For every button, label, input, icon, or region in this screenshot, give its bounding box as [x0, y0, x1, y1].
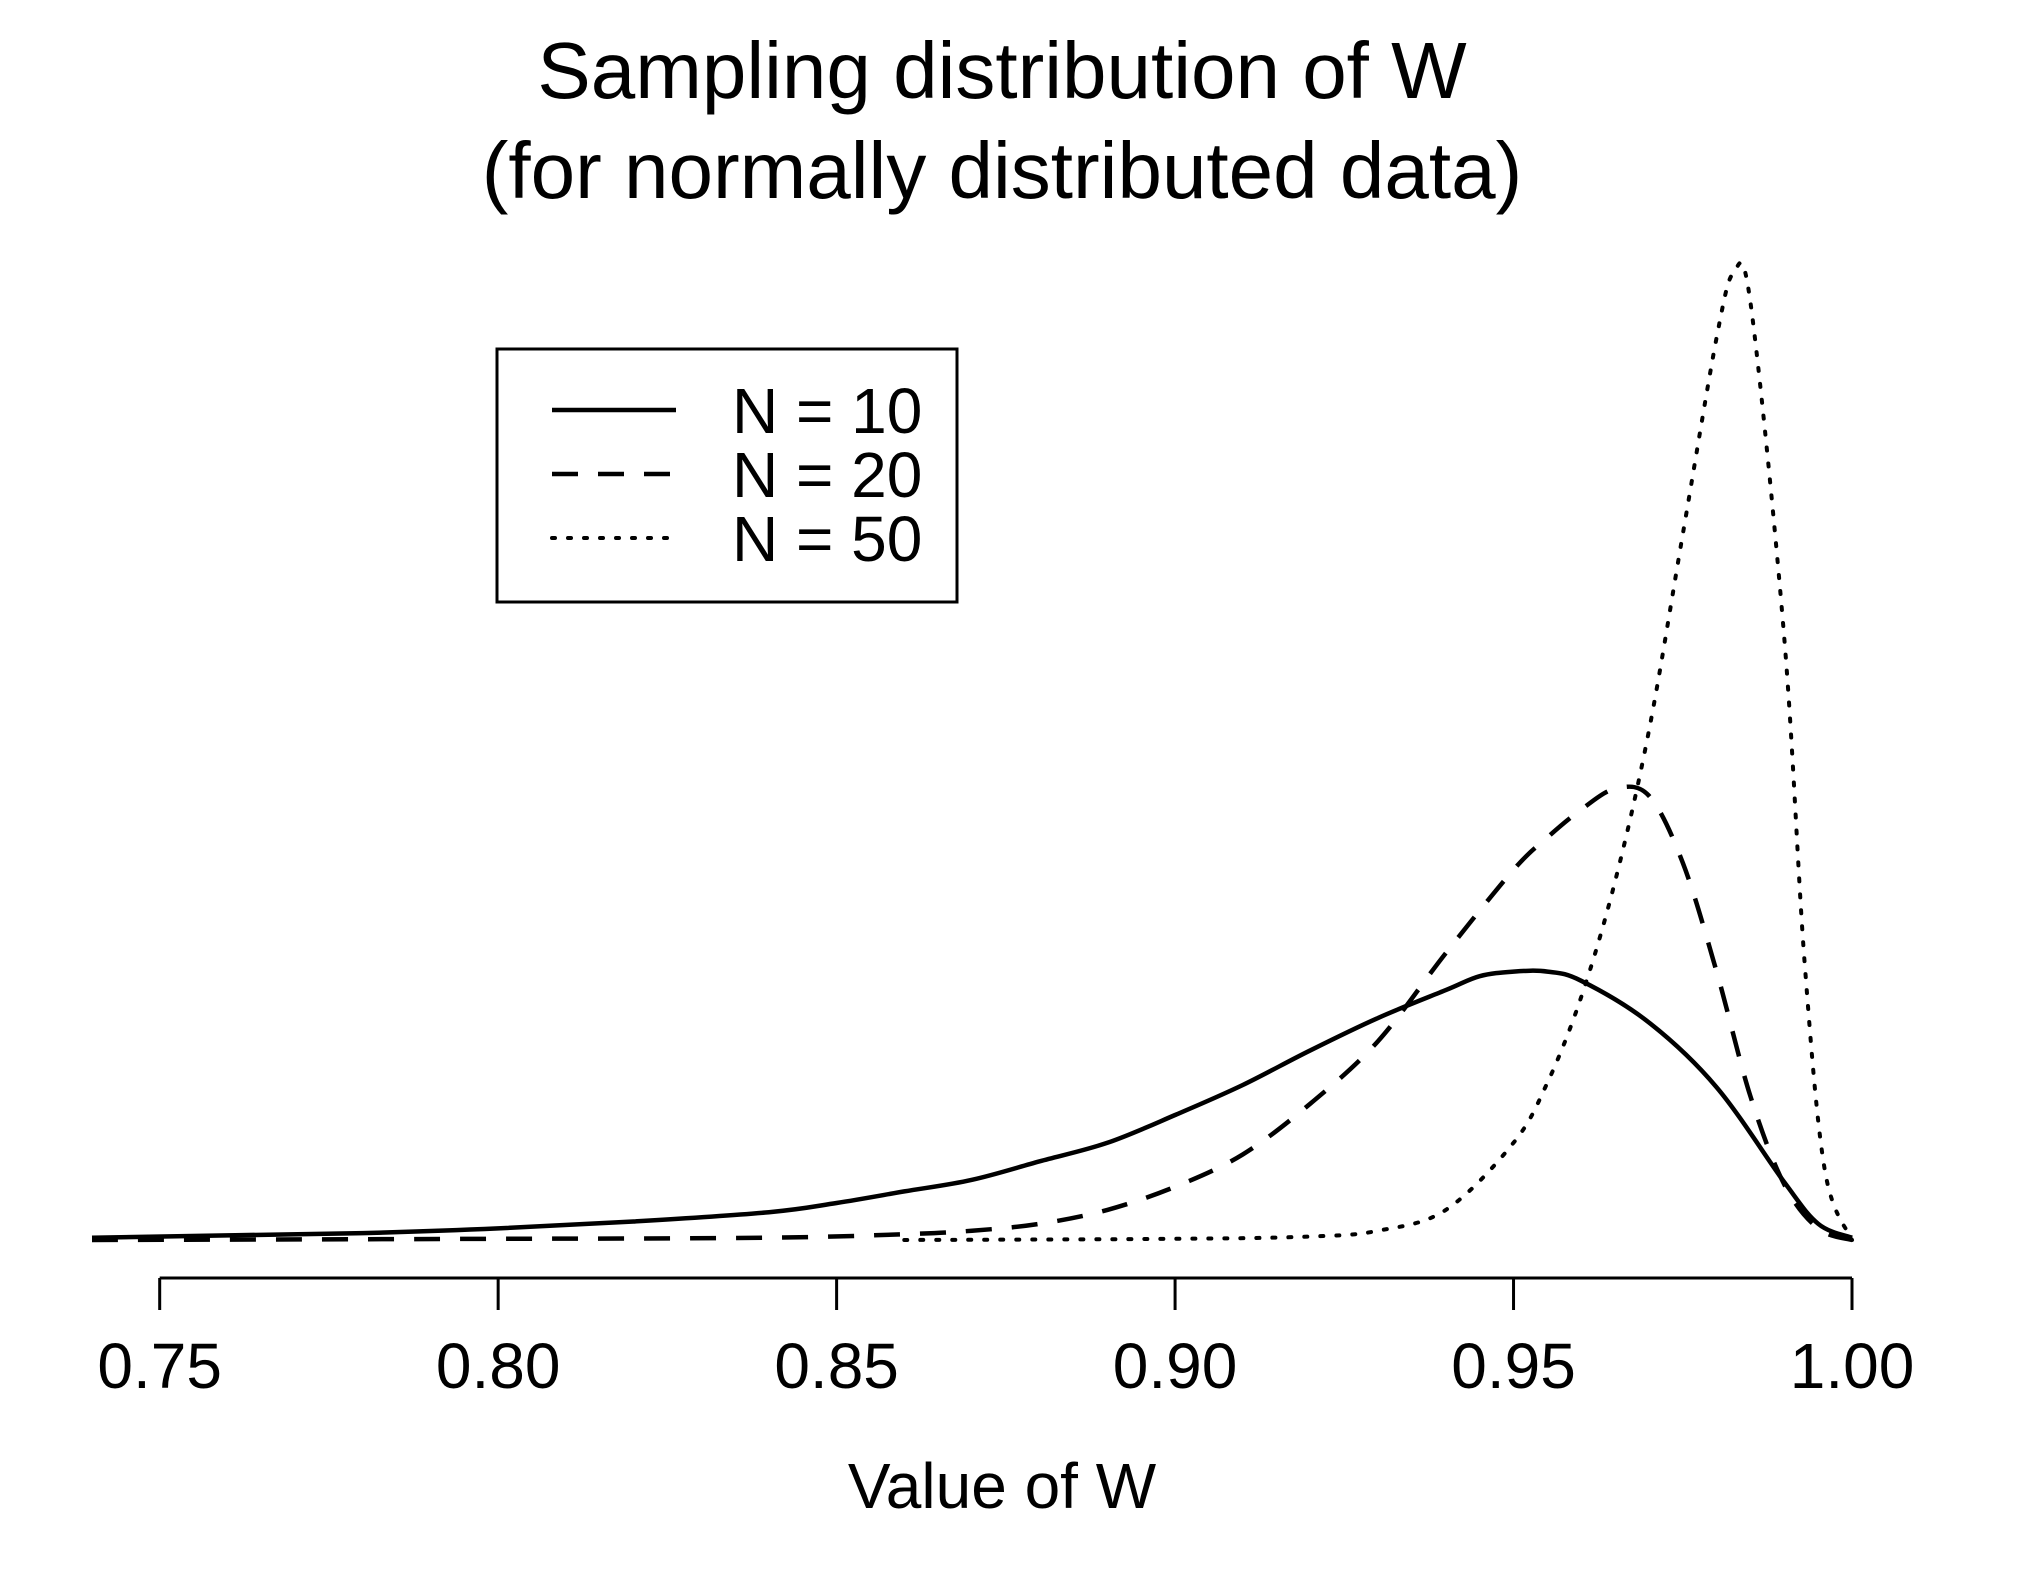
- legend-entries: N = 10N = 20N = 50: [550, 375, 922, 575]
- x-tick-label: 0.80: [436, 1330, 561, 1402]
- chart-title: Sampling distribution of W: [537, 26, 1467, 115]
- series-line-3: [902, 260, 1854, 1242]
- x-tick-label: 0.90: [1113, 1330, 1238, 1402]
- legend-box: [495, 347, 959, 604]
- series-line-1: [91, 968, 1853, 1240]
- x-axis-ticks: 0.75 0.80 0.85 0.90 0.95 1.00: [97, 1278, 1914, 1402]
- legend-label-3: N = 50: [732, 503, 922, 575]
- series-line-2: [91, 784, 1853, 1243]
- x-tick-label: 1.00: [1790, 1330, 1915, 1402]
- series-layer: [91, 260, 1854, 1243]
- chart-subtitle: (for normally distributed data): [482, 126, 1522, 215]
- x-tick-label: 0.95: [1451, 1330, 1576, 1402]
- legend-label-1: N = 10: [732, 375, 922, 447]
- x-tick-label: 0.75: [97, 1330, 222, 1402]
- legend: N = 10N = 20N = 50: [495, 347, 959, 604]
- x-axis-title: Value of W: [848, 1450, 1157, 1522]
- legend-label-2: N = 20: [732, 439, 922, 511]
- x-tick-label: 0.85: [774, 1330, 899, 1402]
